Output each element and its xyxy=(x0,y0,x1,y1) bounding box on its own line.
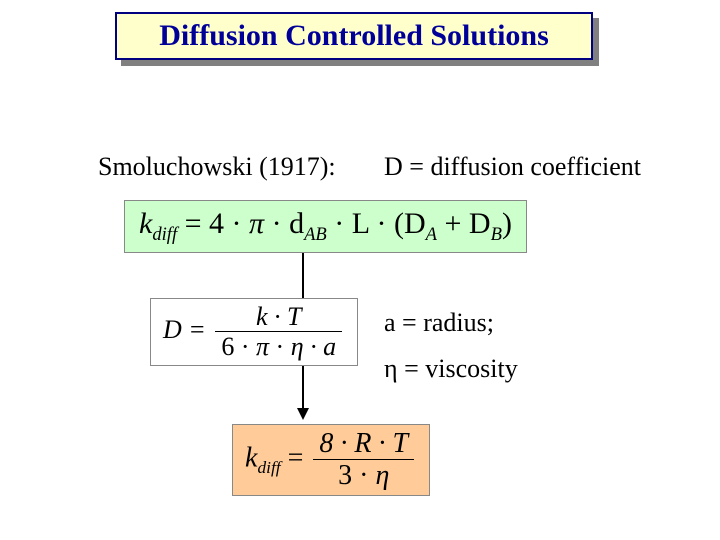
slide-title: Diffusion Controlled Solutions xyxy=(159,19,549,53)
eq3-k: k xyxy=(245,442,257,473)
eta-symbol: η xyxy=(384,354,398,383)
equation-smoluchowski: kdiff = 4 · π · dAB · L · (DA + DB) xyxy=(124,200,527,253)
eq1-L-DA: · L · (D xyxy=(327,207,426,240)
eq2-den-pi: π xyxy=(256,332,269,361)
eq3-fraction: 8 · R · T 3 · η xyxy=(313,429,414,491)
eq1-plus-DB: + D xyxy=(437,207,491,240)
eq1-eq4pi-pre: = 4 · xyxy=(177,207,249,240)
eq2-numerator: k · T xyxy=(215,303,342,332)
eq2-den-6: 6 · xyxy=(221,332,256,361)
eq2-den-eta: η xyxy=(291,332,304,361)
eq1-d-sub: AB xyxy=(304,224,327,245)
eq3-denominator: 3 · η xyxy=(313,460,414,490)
eq1-DA-sub: A xyxy=(426,224,437,245)
equation-stokes-einstein: D = k · T 6 · π · η · a xyxy=(150,298,358,366)
eq1-close: ) xyxy=(502,207,512,240)
definition-eta: η = viscosity xyxy=(384,354,518,384)
eq1-dot-d: · d xyxy=(264,207,304,240)
eq3-eq: = xyxy=(281,442,311,473)
eq1-k: k xyxy=(139,207,152,240)
eq3-k-sub: diff xyxy=(257,458,280,477)
definition-D: D = diffusion coefficient xyxy=(384,152,641,182)
eq2-denominator: 6 · π · η · a xyxy=(215,332,342,360)
eq3-den-eta: η xyxy=(375,460,389,491)
eq1-DB-sub: B xyxy=(491,224,502,245)
equation-kdiff-final: kdiff = 8 · R · T 3 · η xyxy=(232,424,430,496)
title-box: Diffusion Controlled Solutions xyxy=(115,12,593,60)
attribution-text: Smoluchowski (1917): xyxy=(98,152,336,182)
eq1-k-sub: diff xyxy=(152,224,177,245)
eq2-den-dot1: · xyxy=(269,332,291,361)
arrow-head-icon xyxy=(297,408,309,420)
eq1-pi: π xyxy=(249,207,264,240)
definition-a: a = radius; xyxy=(384,308,494,338)
eq2-den-a: · a xyxy=(304,332,337,361)
eta-rest: = viscosity xyxy=(398,354,518,383)
eq2-lhs: D = xyxy=(163,315,212,344)
title-container: Diffusion Controlled Solutions xyxy=(115,12,593,60)
eq2-fraction: k · T 6 · π · η · a xyxy=(215,303,342,361)
eq3-den-3: 3 · xyxy=(338,460,375,491)
eq3-numerator: 8 · R · T xyxy=(313,429,414,460)
